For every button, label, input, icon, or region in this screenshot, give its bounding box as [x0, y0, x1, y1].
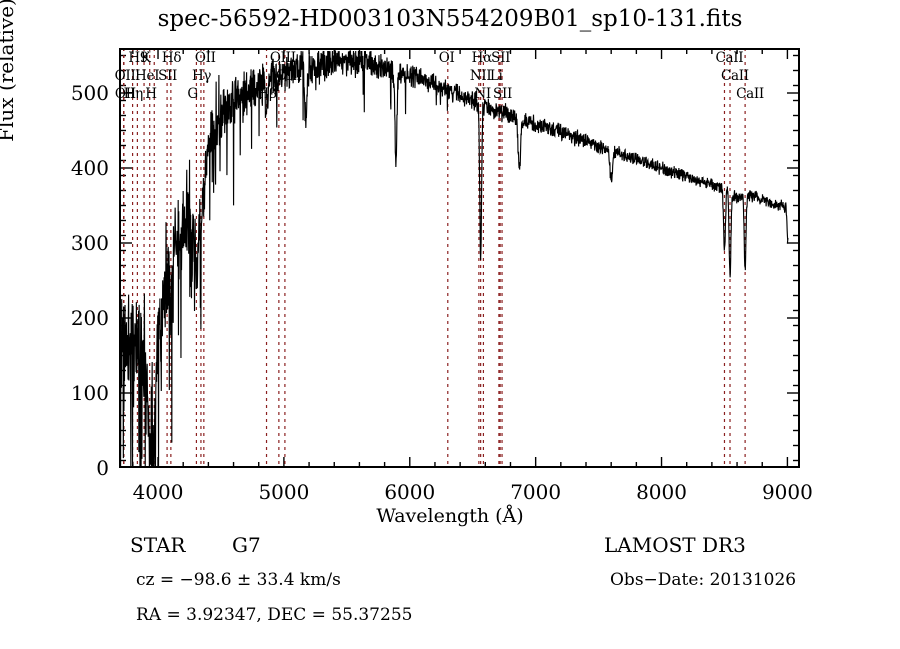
y-tick-label: 400 — [70, 156, 109, 180]
y-tick-label: 300 — [70, 231, 109, 255]
plot-canvas — [119, 48, 800, 468]
x-tick-label: 8000 — [636, 480, 687, 504]
spectral-line-label: OIII — [269, 50, 296, 66]
y-tick-label: 500 — [70, 81, 109, 105]
spectral-line-label: NII — [469, 68, 492, 84]
x-tick-label: 9000 — [761, 480, 813, 504]
spectral-line-label: OII — [114, 86, 136, 102]
spectral-class-label: G7 — [232, 533, 261, 557]
survey-label: LAMOST DR3 — [604, 533, 746, 557]
spectral-line-label: Li — [489, 68, 503, 84]
spectral-line-label: OIII — [275, 68, 302, 84]
x-tick-label: 7000 — [510, 480, 562, 504]
spectral-line-label: G — [187, 86, 198, 102]
spectral-line-label: CaII — [715, 50, 744, 66]
spectral-line-label: Hβ — [257, 86, 277, 102]
page-title: spec-56592-HD003103N554209B01_sp10-131.f… — [157, 6, 743, 32]
spectral-line-label: HeI — [135, 68, 160, 84]
spectral-line-label: SII — [491, 50, 511, 66]
y-axis-title: Flux (relative) — [0, 0, 18, 142]
x-tick-label: 6000 — [384, 480, 436, 504]
x-tick-label: 5000 — [258, 480, 310, 504]
spectral-line-label: OII — [194, 50, 216, 66]
spectral-line-label: CaII — [736, 86, 764, 102]
spectral-line-label: H9 — [128, 50, 149, 66]
spectral-line-label: Hδ — [161, 50, 182, 66]
y-tick-label: 100 — [70, 381, 109, 405]
y-tick-label: 200 — [70, 306, 109, 330]
coordinates-label: RA = 3.92347, DEC = 55.37255 — [136, 605, 413, 625]
spectral-line-label: OI — [438, 50, 455, 66]
plot-frame — [119, 48, 800, 468]
spectral-line-label: H — [145, 86, 157, 102]
x-axis-title: Wavelength (Å) — [376, 505, 524, 527]
spectral-line-label: CaII — [721, 68, 749, 84]
obs-date-label: Obs−Date: 20131026 — [610, 570, 797, 590]
redshift-velocity-label: cz = −98.6 ± 33.4 km/s — [136, 570, 341, 590]
spectral-line-label: K — [140, 50, 151, 66]
spectral-line-label: SII — [493, 86, 513, 102]
spectral-line-label: OII — [114, 68, 136, 84]
spectral-line-label: Hγ — [191, 68, 212, 84]
spectral-line-label: Hα — [471, 50, 493, 66]
spectral-line-label: Hη — [123, 86, 144, 102]
y-tick-label: 0 — [96, 456, 109, 480]
spectral-line-label: NI — [474, 86, 491, 102]
x-tick-label: 4000 — [132, 480, 184, 504]
object-type-label: STAR — [130, 533, 186, 557]
spectral-line-label: SII — [158, 68, 178, 84]
spectrum-svg — [119, 48, 800, 468]
spectrum-plot — [119, 48, 800, 468]
